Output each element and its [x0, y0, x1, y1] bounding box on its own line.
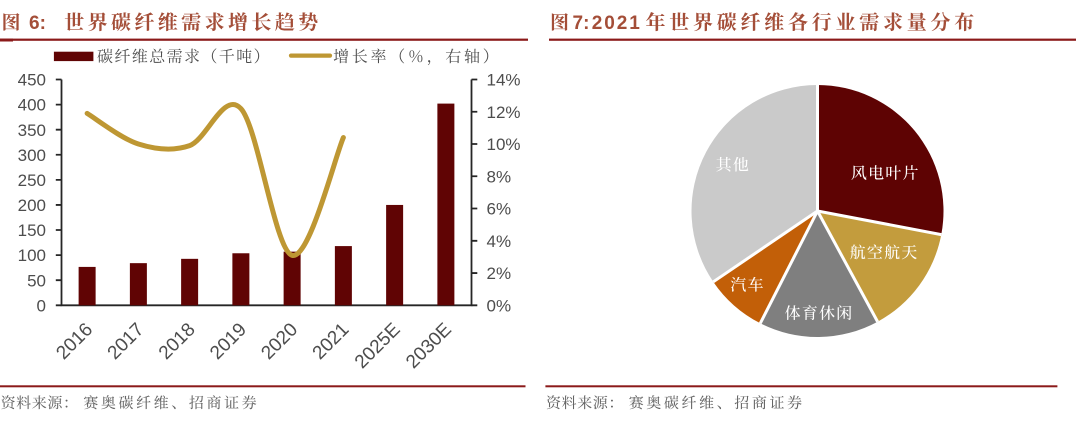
svg-text:0%: 0%	[487, 296, 512, 315]
svg-text:10%: 10%	[487, 135, 521, 154]
svg-text:2%: 2%	[487, 264, 512, 283]
svg-text:100: 100	[18, 246, 46, 265]
svg-text:150: 150	[18, 221, 46, 240]
svg-text:350: 350	[18, 121, 46, 140]
svg-text:12%: 12%	[487, 103, 521, 122]
svg-text:450: 450	[18, 71, 46, 90]
svg-text:50: 50	[27, 271, 46, 290]
svg-text:4%: 4%	[487, 232, 512, 251]
svg-text:8%: 8%	[487, 167, 512, 186]
svg-text:14%: 14%	[487, 71, 521, 90]
svg-text:200: 200	[18, 196, 46, 215]
svg-text:300: 300	[18, 146, 46, 165]
svg-text:7:: 7:	[573, 13, 590, 34]
svg-text:250: 250	[18, 171, 46, 190]
svg-text:0: 0	[37, 296, 46, 315]
svg-text:2021: 2021	[592, 13, 642, 34]
svg-text:6%: 6%	[487, 200, 512, 219]
svg-text:400: 400	[18, 96, 46, 115]
svg-text:6:: 6:	[29, 13, 46, 34]
